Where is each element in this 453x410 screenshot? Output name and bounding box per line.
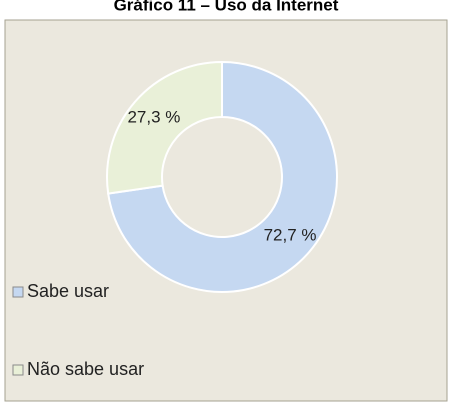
chart-title: Gráfico 11 – Uso da Internet	[114, 0, 339, 14]
legend-swatch	[12, 364, 24, 376]
legend-label: Não sabe usar	[27, 359, 144, 379]
data-label: 72,7 %	[264, 225, 317, 244]
donut-segment	[106, 60, 223, 195]
data-label: 27,3 %	[127, 108, 180, 127]
legend-swatch	[12, 286, 24, 298]
donut-segment	[107, 60, 338, 293]
legend-label: Sabe usar	[27, 281, 109, 301]
